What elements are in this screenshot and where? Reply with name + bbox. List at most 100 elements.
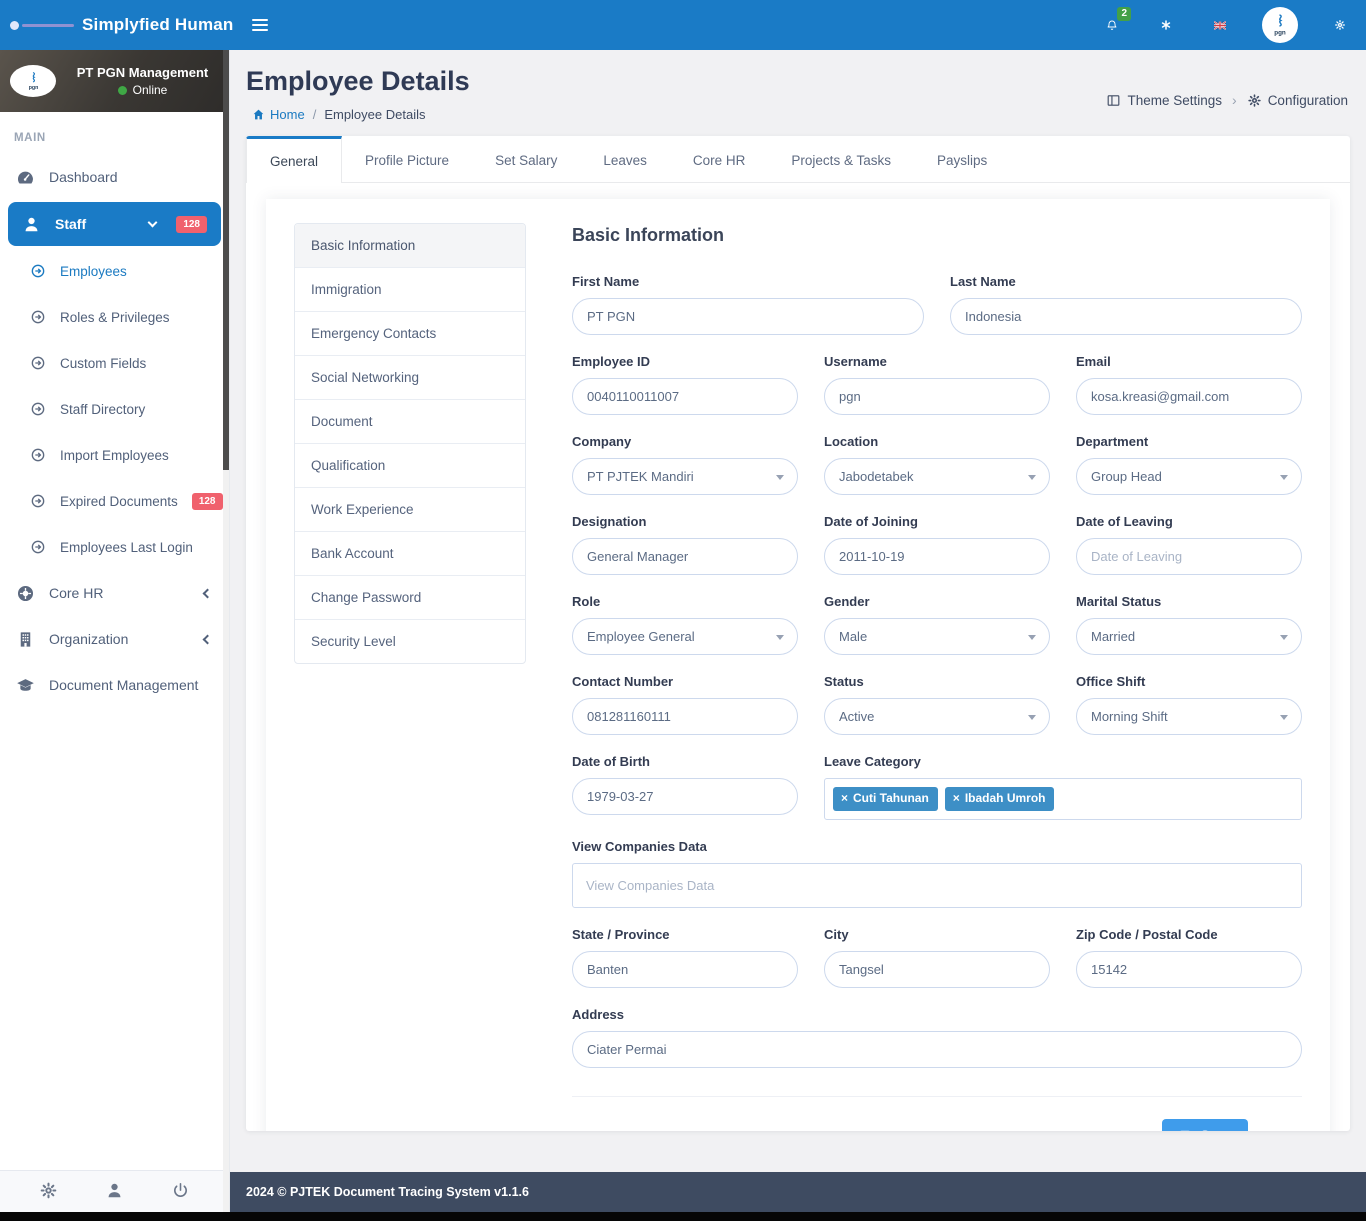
page-title: Employee Details — [246, 66, 470, 96]
sidebar-item-label: Custom Fields — [60, 355, 147, 371]
sidebar-item-label: Expired Documents — [60, 493, 178, 509]
theme-settings-link[interactable]: Theme Settings — [1106, 93, 1222, 108]
employee-id-input[interactable] — [572, 378, 798, 415]
user-avatar[interactable]: pgn — [1262, 7, 1298, 43]
contact-number-input[interactable] — [572, 698, 798, 735]
sidebar-item-document-management[interactable]: Document Management — [0, 662, 229, 708]
email-input[interactable] — [1076, 378, 1302, 415]
apps-asterisk-icon[interactable] — [1154, 13, 1178, 37]
field-zip-code: Zip Code / Postal Code — [1076, 927, 1302, 988]
section-item-work-experience[interactable]: Work Experience — [295, 487, 525, 531]
field-label: Designation — [572, 514, 647, 529]
settings-gear-icon[interactable] — [1328, 13, 1352, 37]
sidebar-item-custom-fields[interactable]: Custom Fields — [0, 340, 229, 386]
select-caret-icon — [1280, 714, 1288, 720]
org-logo: pgn — [10, 65, 56, 97]
section-item-social-networking[interactable]: Social Networking — [295, 355, 525, 399]
section-item-qualification[interactable]: Qualification — [295, 443, 525, 487]
field-date-of-birth: Date of Birth — [572, 754, 798, 820]
gender-select[interactable]: Male — [824, 618, 1050, 655]
tab-payslips[interactable]: Payslips — [914, 136, 1010, 182]
location-select[interactable]: Jabodetabek — [824, 458, 1050, 495]
field-label: View Companies Data — [572, 839, 707, 854]
org-name: PT PGN Management — [76, 65, 209, 80]
remove-tag-icon[interactable]: × — [841, 791, 849, 806]
remove-tag-icon[interactable]: × — [952, 791, 960, 806]
field-location: Location Jabodetabek — [824, 434, 1050, 495]
status-select-value: Active — [839, 709, 875, 724]
department-select[interactable]: Group Head — [1076, 458, 1302, 495]
section-item-security-level[interactable]: Security Level — [295, 619, 525, 663]
tab-core-hr[interactable]: Core HR — [670, 136, 769, 182]
save-button[interactable]: Save — [1162, 1119, 1248, 1131]
field-label: Date of Leaving — [1076, 514, 1173, 529]
chevron-down-icon — [147, 217, 158, 228]
sidebar-item-core-hr[interactable]: Core HR — [0, 570, 229, 616]
address-input[interactable] — [572, 1031, 1302, 1068]
company-select[interactable]: PT PJTEK Mandiri — [572, 458, 798, 495]
sidebar-item-employees[interactable]: Employees — [0, 248, 229, 294]
configuration-link[interactable]: Configuration — [1247, 93, 1348, 108]
hamburger-menu-icon[interactable] — [246, 13, 274, 37]
circle-arrow-icon — [30, 539, 46, 555]
section-item-document[interactable]: Document — [295, 399, 525, 443]
sidebar-item-dashboard[interactable]: Dashboard — [0, 154, 229, 200]
office-shift-select[interactable]: Morning Shift — [1076, 698, 1302, 735]
field-date-of-joining: Date of Joining — [824, 514, 1050, 575]
sidebar-item-staff-directory[interactable]: Staff Directory — [0, 386, 229, 432]
sidebar-item-import-employees[interactable]: Import Employees — [0, 432, 229, 478]
sidebar-item-employees-last-login[interactable]: Employees Last Login — [0, 524, 229, 570]
zip-code-input[interactable] — [1076, 951, 1302, 988]
office-shift-select-value: Morning Shift — [1091, 709, 1168, 724]
chevron-left-icon — [202, 588, 213, 598]
section-item-immigration[interactable]: Immigration — [295, 267, 525, 311]
date-of-leaving-input[interactable] — [1076, 538, 1302, 575]
section-item-change-password[interactable]: Change Password — [295, 575, 525, 619]
sidebar-item-expired-documents[interactable]: Expired Documents 128 — [0, 478, 229, 524]
field-label: Status — [824, 674, 864, 689]
tab-leaves[interactable]: Leaves — [580, 136, 670, 182]
menu-section-label: MAIN — [14, 132, 46, 144]
city-input[interactable] — [824, 951, 1050, 988]
sidebar-item-roles-privileges[interactable]: Roles & Privileges — [0, 294, 229, 340]
date-of-joining-input[interactable] — [824, 538, 1050, 575]
leave-category-multiselect[interactable]: × Cuti Tahunan × Ibadah Umroh — [824, 778, 1302, 820]
life-ring-icon — [16, 584, 35, 603]
first-name-input[interactable] — [572, 298, 924, 335]
section-item-basic-information[interactable]: Basic Information — [295, 224, 525, 267]
field-label: Date of Joining — [824, 514, 918, 529]
field-contact-number: Contact Number — [572, 674, 798, 735]
footer-logout-power-icon[interactable] — [169, 1181, 191, 1203]
tab-profile-picture[interactable]: Profile Picture — [342, 136, 472, 182]
tab-general[interactable]: General — [246, 136, 343, 183]
form-divider — [572, 1096, 1302, 1097]
notification-count-badge: 2 — [1117, 7, 1131, 21]
footer-settings-gear-icon[interactable] — [38, 1181, 60, 1203]
breadcrumb-home-link[interactable]: Home — [252, 107, 305, 122]
notifications-bell-icon[interactable]: 2 — [1100, 7, 1131, 37]
marital-status-select[interactable]: Married — [1076, 618, 1302, 655]
view-companies-data-input[interactable] — [572, 863, 1302, 908]
online-label: Online — [132, 83, 168, 97]
last-name-input[interactable] — [950, 298, 1302, 335]
language-flag-icon[interactable] — [1208, 13, 1232, 37]
field-city: City — [824, 927, 1050, 988]
field-label: Leave Category — [824, 754, 921, 769]
sidebar-item-label: Employees — [60, 263, 127, 279]
footer-profile-person-icon[interactable] — [103, 1181, 125, 1203]
sidebar-scrollbar-thumb[interactable] — [223, 50, 229, 470]
state-province-input[interactable] — [572, 951, 798, 988]
section-item-emergency-contacts[interactable]: Emergency Contacts — [295, 311, 525, 355]
tab-set-salary[interactable]: Set Salary — [472, 136, 580, 182]
status-select[interactable]: Active — [824, 698, 1050, 735]
username-input[interactable] — [824, 378, 1050, 415]
designation-input[interactable] — [572, 538, 798, 575]
date-of-birth-input[interactable] — [572, 778, 798, 815]
sidebar-scrollbar[interactable] — [223, 50, 229, 1212]
tab-projects-tasks[interactable]: Projects & Tasks — [768, 136, 914, 182]
sidebar-item-organization[interactable]: Organization — [0, 616, 229, 662]
section-item-bank-account[interactable]: Bank Account — [295, 531, 525, 575]
role-select[interactable]: Employee General — [572, 618, 798, 655]
role-select-value: Employee General — [587, 629, 695, 644]
sidebar-item-staff[interactable]: Staff 128 — [8, 202, 221, 246]
